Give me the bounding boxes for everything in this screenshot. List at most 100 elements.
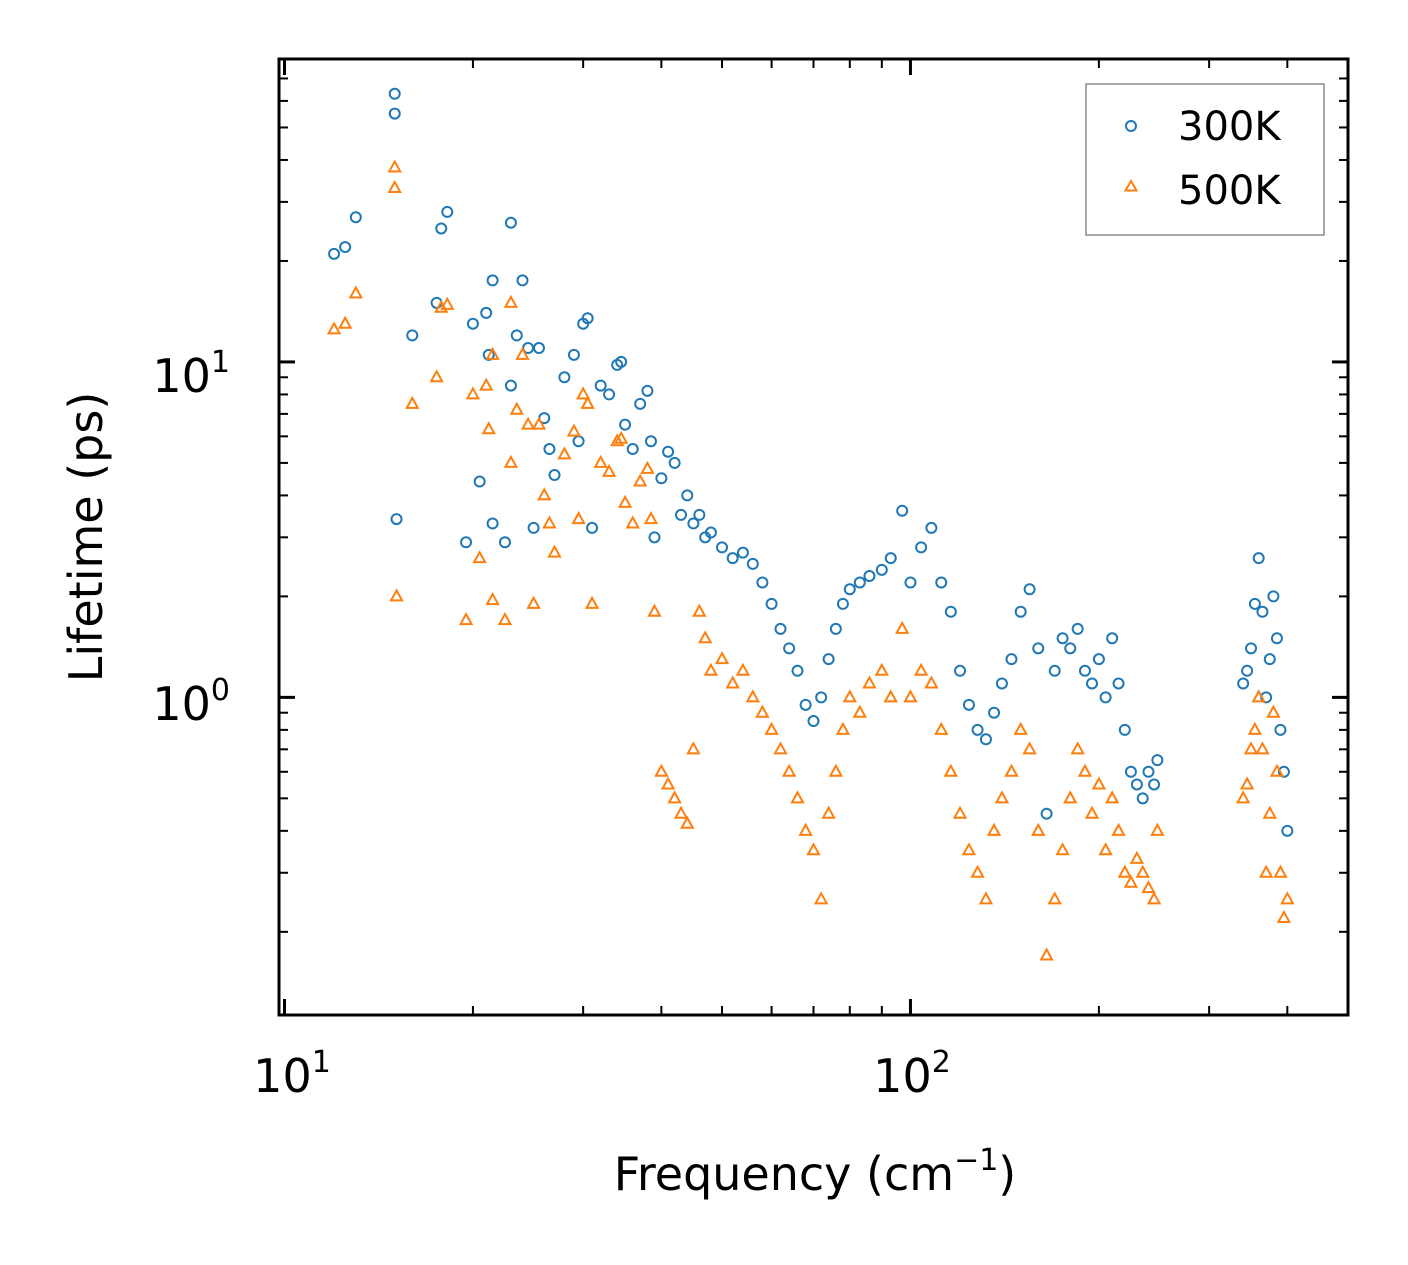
data-point-300k — [988, 706, 1001, 719]
data-point-300k — [1092, 653, 1105, 666]
data-point-300k — [349, 211, 362, 224]
data-point-500k — [440, 296, 455, 310]
data-point-300k — [807, 715, 820, 728]
data-point-500k — [1247, 721, 1263, 735]
data-point-500k — [326, 321, 342, 335]
data-point-500k — [692, 603, 707, 617]
data-point-500k — [806, 842, 821, 856]
data-point-500k — [557, 446, 572, 460]
data-point-500k — [520, 416, 536, 430]
data-point-500k — [703, 662, 719, 676]
series-300k — [328, 87, 1294, 837]
data-point-300k — [1270, 632, 1283, 645]
data-point-500k — [1084, 805, 1100, 819]
data-point-300k — [765, 597, 778, 610]
data-point-300k — [1256, 605, 1269, 618]
x-axis-label: Frequency (cm−1) — [614, 1143, 1017, 1201]
data-point-300k — [510, 329, 523, 342]
data-point-500k — [1251, 689, 1266, 703]
data-point-300k — [516, 274, 529, 287]
data-point-500k — [526, 595, 541, 609]
data-point-300k — [441, 205, 454, 218]
data-point-500k — [835, 721, 851, 735]
data-point-500k — [813, 891, 829, 905]
data-point-300k — [1056, 632, 1069, 645]
data-point-500k — [1004, 763, 1019, 777]
data-point-300k — [1252, 552, 1265, 565]
y-axis-label: Lifetime (ps) — [59, 392, 113, 683]
data-point-300k — [460, 536, 473, 549]
data-point-500k — [617, 494, 633, 508]
data-point-300k — [925, 521, 938, 534]
data-point-300k — [853, 576, 866, 589]
data-point-500k — [745, 689, 761, 703]
data-point-500k — [952, 805, 968, 819]
data-point-300k — [681, 489, 694, 502]
data-point-300k — [1071, 622, 1084, 635]
data-point-500k — [686, 741, 701, 755]
data-point-500k — [389, 588, 404, 602]
data-point-300k — [1245, 642, 1258, 655]
data-point-300k — [388, 107, 401, 120]
data-point-300k — [615, 355, 628, 368]
legend-label-300k: 300K — [1178, 104, 1282, 150]
data-point-500k — [632, 473, 648, 487]
data-point-500k — [680, 815, 695, 829]
data-point-500k — [1258, 864, 1274, 878]
data-point-300k — [662, 445, 675, 458]
plot-frame — [277, 57, 1350, 1017]
data-point-500k — [1104, 790, 1120, 804]
data-point-300k — [1136, 792, 1149, 805]
data-point-500k — [531, 416, 547, 430]
data-point-500k — [497, 611, 513, 626]
data-point-500k — [1239, 776, 1255, 790]
data-point-300k — [548, 469, 561, 482]
data-point-300k — [567, 348, 580, 361]
data-point-500k — [593, 454, 608, 468]
data-point-300k — [339, 241, 352, 254]
data-point-500k — [1055, 842, 1070, 856]
data-point-300k — [1032, 642, 1045, 655]
data-point-500k — [647, 603, 662, 617]
data-point-300k — [466, 317, 479, 330]
data-point-500k — [1266, 704, 1281, 718]
legend-marker-300k — [1125, 120, 1137, 132]
data-point-300k — [675, 508, 688, 521]
data-point-300k — [1005, 653, 1018, 666]
data-point-500k — [1070, 741, 1085, 755]
data-point-300k — [829, 622, 842, 635]
data-point-300k — [1078, 664, 1091, 677]
data-point-300k — [815, 691, 828, 704]
data-point-300k — [687, 517, 700, 530]
data-point-300k — [435, 222, 448, 235]
data-point-500k — [1273, 864, 1288, 878]
data-point-300k — [1106, 632, 1119, 645]
data-point-500k — [575, 386, 591, 400]
data-point-500k — [1111, 822, 1126, 836]
data-point-300k — [904, 576, 917, 589]
data-point-500k — [798, 822, 813, 836]
data-point-500k — [735, 662, 751, 676]
data-points — [326, 87, 1295, 961]
data-point-300k — [1281, 824, 1294, 837]
data-point-500k — [1276, 909, 1292, 923]
legend-box — [1085, 83, 1325, 236]
data-point-300k — [863, 570, 876, 583]
data-point-300k — [1118, 723, 1131, 736]
data-point-500k — [725, 675, 740, 689]
data-point-500k — [1146, 891, 1162, 905]
data-point-300k — [648, 531, 661, 544]
data-point-500k — [654, 763, 669, 777]
data-point-300k — [532, 342, 545, 355]
data-point-300k — [1014, 605, 1027, 618]
data-point-300k — [1130, 778, 1143, 791]
data-point-500k — [485, 346, 500, 360]
data-point-300k — [504, 216, 517, 229]
data-point-500k — [1039, 947, 1054, 961]
data-point-300k — [668, 456, 681, 469]
data-point-300k — [634, 397, 647, 410]
data-point-500k — [1150, 822, 1165, 836]
data-point-300k — [480, 306, 493, 319]
data-point-500k — [429, 369, 444, 383]
data-point-300k — [626, 443, 639, 456]
